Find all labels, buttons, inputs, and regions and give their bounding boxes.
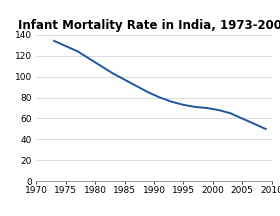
Title: Infant Mortality Rate in India, 1973-2009: Infant Mortality Rate in India, 1973-200… (18, 19, 280, 32)
